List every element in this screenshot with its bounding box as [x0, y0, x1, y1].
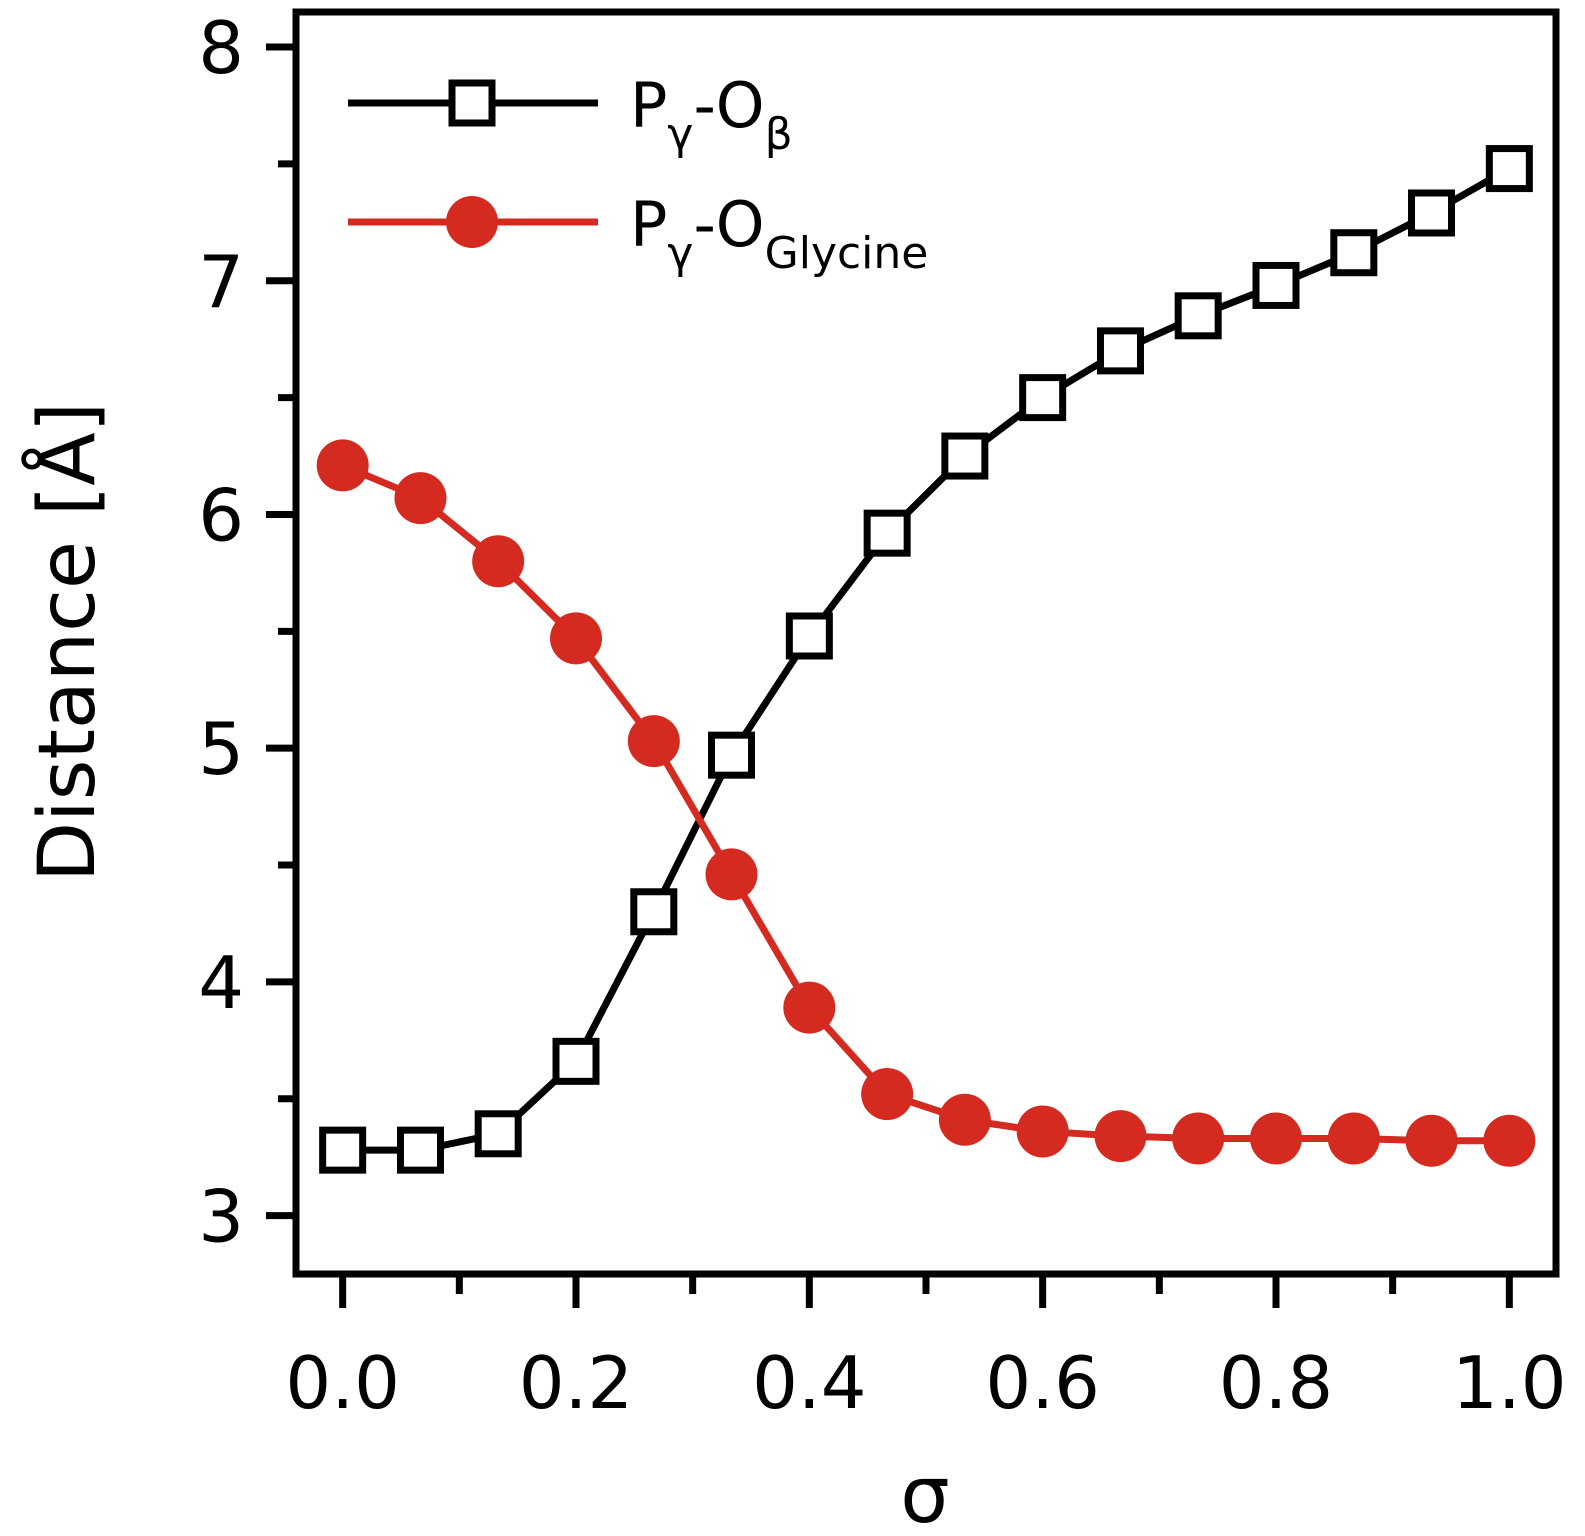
series-1-point: [941, 432, 989, 480]
series-1-point: [863, 509, 911, 557]
series-2-point: [783, 981, 836, 1034]
series-2-point: [316, 439, 369, 492]
series-1-point: [1019, 374, 1067, 422]
series-1-point: [319, 1126, 367, 1174]
y-tick-label: 4: [198, 941, 244, 1025]
y-axis: 3 4 5 6 7 8: [198, 6, 296, 1259]
x-tick-label: 1.0: [1452, 1341, 1567, 1425]
series-2-point: [472, 535, 525, 588]
series-1-point: [630, 888, 678, 936]
y-tick-label: 5: [198, 707, 244, 791]
x-tick-label: 0.2: [519, 1341, 634, 1425]
y-axis-title: Distance [Å]: [21, 402, 113, 882]
series-2-point: [394, 472, 447, 525]
legend-label-series-2: Pγ-OGlycine: [630, 188, 928, 279]
legend-marker-series-2: [446, 196, 498, 248]
legend-label-series-1: Pγ-Oβ: [630, 69, 793, 160]
y-tick-label: 6: [198, 473, 244, 557]
series-2-point: [1016, 1105, 1069, 1158]
x-axis: 0.0 0.2 0.4 0.6 0.8 1.0: [285, 1274, 1567, 1425]
x-tick-label: 0.0: [285, 1341, 400, 1425]
x-tick-label: 0.6: [985, 1341, 1100, 1425]
series-2-point: [1094, 1110, 1147, 1163]
series-1-point: [552, 1037, 600, 1085]
series-2-point: [627, 715, 680, 768]
legend-marker-series-1: [448, 79, 496, 127]
y-tick-label: 8: [198, 6, 244, 90]
series-2-point: [1172, 1112, 1225, 1165]
series-1-point: [708, 731, 756, 779]
series-1-point: [785, 612, 833, 660]
series-1-line: [342, 165, 1512, 1154]
series-2-point: [705, 848, 758, 901]
series-1-point: [1485, 145, 1533, 193]
series-1-point: [1330, 229, 1378, 277]
series-2-point: [1327, 1112, 1380, 1165]
series-1-point: [1408, 189, 1456, 237]
x-tick-label: 0.8: [1219, 1341, 1334, 1425]
series-1-point: [396, 1126, 444, 1174]
series-2-point: [861, 1068, 914, 1121]
series-layer: [316, 145, 1536, 1174]
legend: Pγ-Oβ Pγ-OGlycine: [348, 69, 928, 279]
series-1-point: [1174, 292, 1222, 340]
x-axis-title: σ: [900, 1451, 949, 1536]
series-2-point: [938, 1093, 991, 1146]
series-1-point: [474, 1110, 522, 1158]
x-tick-label: 0.4: [752, 1341, 867, 1425]
y-tick-label: 7: [198, 240, 244, 324]
series-1-point: [1096, 327, 1144, 375]
series-2-point: [1483, 1114, 1536, 1167]
series-2-point: [550, 612, 602, 665]
y-tick-label: 3: [198, 1175, 244, 1259]
series-2-point: [1405, 1114, 1458, 1167]
series-2-line: [341, 462, 1510, 1145]
series-1-point: [1252, 261, 1300, 309]
series-2-point: [1250, 1112, 1302, 1165]
